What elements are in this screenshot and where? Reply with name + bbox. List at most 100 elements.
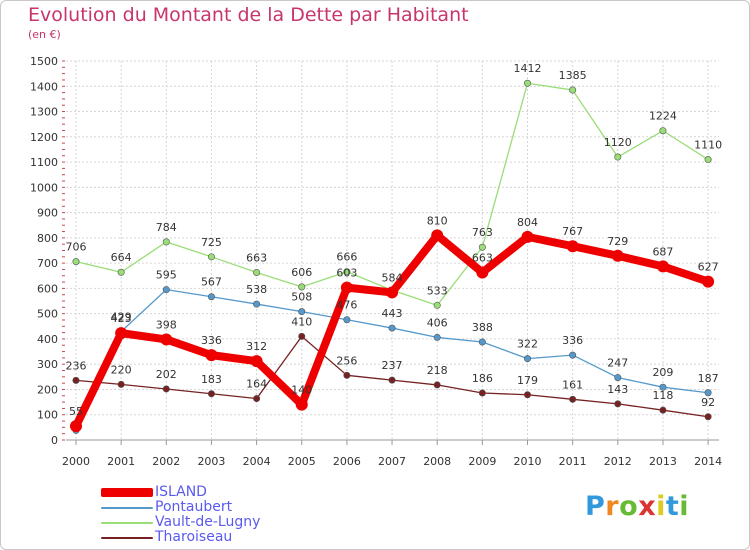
grid [66,60,719,441]
logo-letter: i [656,491,666,522]
logo-letter: x [638,491,657,522]
x-tick-label: 2014 [694,455,722,468]
data-label: 92 [701,396,715,409]
proxiti-logo: Proxiti [585,491,689,522]
y-tick-label: 300 [37,358,58,371]
data-point [117,268,125,276]
x-tick-label: 2005 [288,455,316,468]
axes: 0 100 200 300 400 500 600 700 800 900 1000 1100 1200… [30,55,722,468]
data-label: 810 [427,214,448,227]
data-point [72,258,80,266]
x-tick-label: 2003 [197,455,225,468]
data-point [162,286,170,294]
data-point [386,286,399,299]
data-point [207,253,215,261]
data-label: 398 [156,318,177,331]
data-point [569,395,577,403]
data-point [433,301,441,309]
data-point [704,389,712,397]
data-label: 143 [607,383,628,396]
data-label: 164 [246,378,267,391]
data-label: 140 [291,384,312,397]
data-point [343,316,351,324]
data-point [523,355,531,363]
data-label: 763 [472,226,493,239]
data-label: 538 [246,283,267,296]
data-label: 202 [156,368,177,381]
y-tick-label: 200 [37,383,58,396]
data-point [298,332,306,340]
data-label: 209 [652,366,673,379]
data-label: 1224 [649,110,677,123]
data-label: 1120 [604,136,632,149]
legend-label: Vault-de-Lugny [155,514,261,530]
data-label: 410 [291,315,312,328]
data-label: 508 [291,291,312,304]
data-point [476,266,489,279]
data-point [295,398,308,411]
data-point [207,293,215,301]
data-label: 533 [427,284,448,297]
data-point [431,229,444,242]
logo-letter: r [605,491,620,522]
data-point [614,374,622,382]
data-point [478,338,486,346]
data-label: 247 [607,357,628,370]
data-point [115,327,128,340]
data-label: 406 [427,316,448,329]
data-point [70,420,82,433]
data-label: 55 [69,405,83,418]
x-tick-label: 2009 [468,455,496,468]
logo-letter: i [679,491,690,522]
y-tick-label: 100 [37,409,58,422]
data-point [523,79,531,87]
x-tick-label: 2012 [604,455,632,468]
data-point [704,156,712,164]
data-label: 388 [472,321,493,334]
data-point [523,391,531,399]
data-point [343,268,351,276]
data-point [433,381,441,389]
y-tick-label: 400 [37,333,58,346]
y-tick-label: 1000 [30,181,58,194]
data-point [656,260,669,273]
x-tick-label: 2013 [649,455,677,468]
data-point [253,300,261,308]
data-label: 322 [517,338,538,351]
data-label: 218 [427,364,448,377]
data-label: 725 [201,236,222,249]
data-point [614,400,622,408]
data-point [72,376,80,384]
data-point [569,351,577,359]
y-tick-label: 600 [37,282,58,295]
data-point [388,376,396,384]
data-label: 187 [698,372,719,385]
y-tick-label: 1100 [30,156,58,169]
data-label: 237 [382,359,403,372]
data-label: 312 [246,340,267,353]
data-label: 118 [652,389,673,402]
data-label: 161 [562,378,583,391]
data-point [207,390,215,398]
legend-swatch [101,537,153,539]
data-label: 256 [336,354,357,367]
x-tick-label: 2002 [152,455,180,468]
data-label: 784 [156,221,177,234]
y-tick-label: 1500 [30,55,58,68]
data-point [388,324,396,332]
data-label: 220 [111,363,132,376]
data-point [433,333,441,341]
data-label: 767 [562,225,583,238]
chart-title: Evolution du Montant de la Dette par Hab… [28,4,469,26]
data-label: 1385 [559,69,587,82]
data-point [160,333,173,346]
legend-label: Tharoiseau [155,529,233,545]
data-point [659,127,667,135]
series-lines [70,79,715,434]
data-point [343,371,351,379]
data-label: 336 [201,334,222,347]
data-label: 336 [562,334,583,347]
x-tick-label: 2001 [107,455,135,468]
legend-swatch [101,488,153,497]
